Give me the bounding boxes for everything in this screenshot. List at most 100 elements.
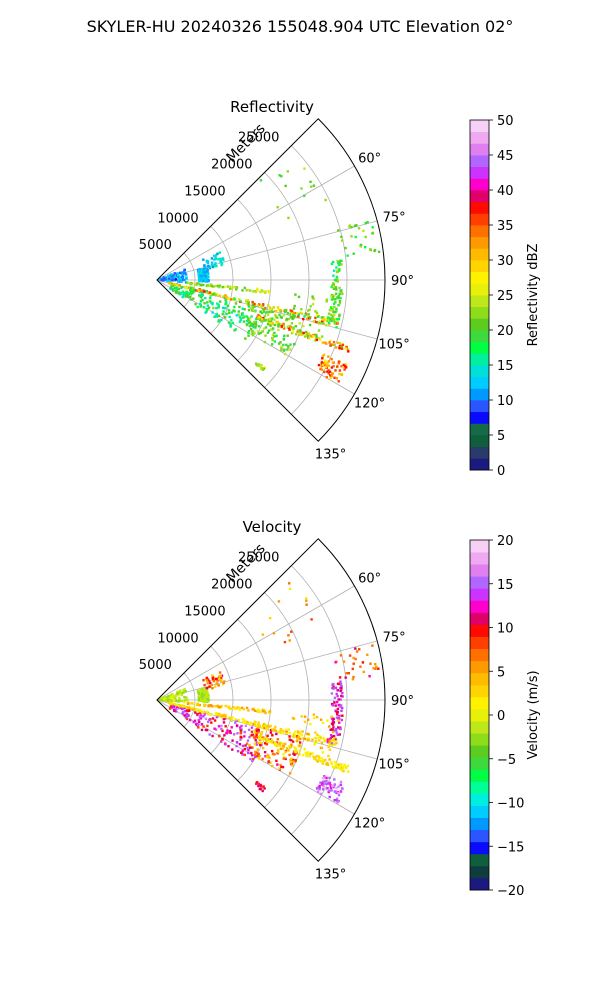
data-point xyxy=(184,285,187,288)
data-point xyxy=(285,747,289,750)
data-point xyxy=(312,184,316,187)
colorbar-segment xyxy=(470,781,489,794)
data-point xyxy=(337,380,340,383)
data-point xyxy=(178,284,181,287)
data-point xyxy=(261,368,264,371)
data-point xyxy=(330,715,333,718)
data-point xyxy=(328,323,331,326)
data-point xyxy=(333,783,336,786)
data-point xyxy=(192,708,195,711)
data-point xyxy=(214,262,217,265)
colorbar-segment xyxy=(470,853,489,867)
data-point xyxy=(292,313,295,316)
data-point xyxy=(369,662,372,665)
data-point xyxy=(269,728,273,732)
data-point xyxy=(308,308,311,311)
data-point xyxy=(314,310,317,313)
data-point xyxy=(297,295,301,299)
data-point xyxy=(300,308,303,311)
data-point xyxy=(177,704,181,707)
data-point xyxy=(199,283,203,287)
data-point xyxy=(216,680,219,684)
data-point xyxy=(267,760,270,763)
data-point xyxy=(264,737,267,740)
data-point xyxy=(277,600,281,603)
data-point xyxy=(339,783,342,787)
data-point xyxy=(211,717,215,720)
data-point xyxy=(294,730,297,733)
data-point xyxy=(293,732,296,735)
data-point xyxy=(206,301,209,304)
data-point xyxy=(254,320,258,323)
data-point xyxy=(320,364,323,367)
data-point xyxy=(271,764,274,768)
data-point xyxy=(293,734,297,738)
data-point xyxy=(323,775,326,778)
data-point xyxy=(184,690,187,693)
colorbar-segment xyxy=(470,178,489,191)
data-point xyxy=(255,735,258,739)
data-point xyxy=(265,755,269,759)
data-point xyxy=(277,328,280,332)
data-point xyxy=(292,752,295,755)
data-point xyxy=(321,788,325,791)
data-point xyxy=(299,311,302,315)
colorbar-segment xyxy=(470,745,489,758)
data-point xyxy=(262,290,266,293)
colorbar-segment xyxy=(470,564,489,577)
data-point xyxy=(264,724,267,727)
data-point xyxy=(195,723,198,726)
data-point xyxy=(283,640,287,644)
data-point xyxy=(219,300,222,303)
data-point xyxy=(204,265,207,269)
colorbar-segment xyxy=(470,190,489,203)
data-point xyxy=(257,741,260,745)
data-point xyxy=(204,311,207,314)
data-point xyxy=(289,309,292,312)
data-point xyxy=(208,265,211,269)
data-point xyxy=(332,685,335,688)
data-point xyxy=(354,647,357,650)
radial-tick-label: 15000 xyxy=(184,604,225,619)
data-point xyxy=(238,708,241,711)
data-point xyxy=(223,285,226,289)
data-point xyxy=(215,715,219,719)
data-point xyxy=(331,735,334,738)
data-point xyxy=(268,306,272,309)
data-point xyxy=(247,302,250,305)
data-point xyxy=(214,705,217,708)
colorbar-segment xyxy=(470,612,489,625)
data-point xyxy=(206,307,209,311)
data-point xyxy=(263,327,266,330)
data-point xyxy=(230,726,233,729)
data-point xyxy=(331,686,334,690)
data-point xyxy=(235,744,238,748)
data-point xyxy=(249,734,252,737)
data-point xyxy=(339,262,342,266)
data-point xyxy=(247,728,251,732)
data-point xyxy=(271,749,274,753)
data-point xyxy=(168,707,172,710)
data-point xyxy=(239,300,242,303)
data-point xyxy=(253,729,257,732)
data-point xyxy=(329,309,332,312)
colorbar-tick-label: 35 xyxy=(497,219,514,234)
data-point xyxy=(216,284,219,288)
data-point xyxy=(290,745,293,748)
data-point xyxy=(340,235,343,239)
data-point xyxy=(335,275,339,279)
data-point xyxy=(175,278,178,281)
panel-title: Reflectivity xyxy=(230,98,314,116)
data-point xyxy=(165,696,169,699)
radial-tick-label: 20000 xyxy=(211,158,252,173)
data-point xyxy=(251,708,254,711)
data-point xyxy=(218,671,222,674)
data-point xyxy=(279,309,283,312)
data-point xyxy=(172,283,175,286)
data-point xyxy=(189,707,193,710)
data-point xyxy=(288,731,291,735)
data-point xyxy=(332,287,336,290)
data-point xyxy=(170,273,173,276)
data-point xyxy=(173,709,176,713)
data-point xyxy=(254,755,257,759)
